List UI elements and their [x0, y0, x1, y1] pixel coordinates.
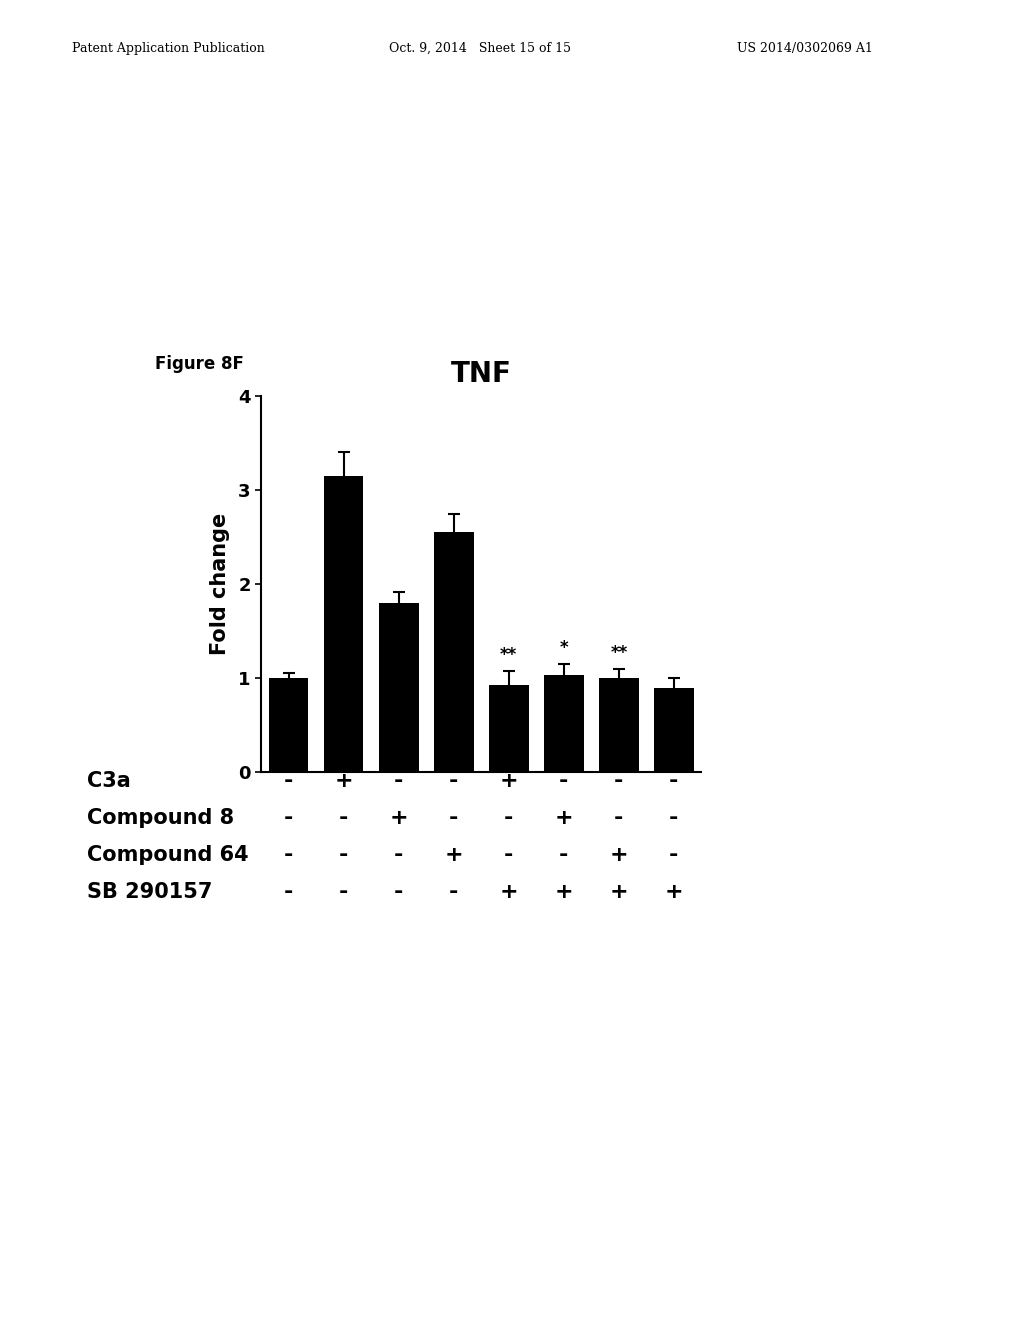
Text: -: -: [614, 808, 624, 829]
Text: -: -: [394, 771, 403, 792]
Text: -: -: [284, 808, 293, 829]
Text: -: -: [284, 845, 293, 866]
Text: -: -: [670, 771, 679, 792]
Text: -: -: [450, 882, 459, 903]
Text: -: -: [284, 882, 293, 903]
Text: Compound 8: Compound 8: [87, 808, 234, 829]
Text: -: -: [670, 845, 679, 866]
Text: -: -: [394, 845, 403, 866]
Text: -: -: [559, 771, 568, 792]
Text: **: **: [610, 644, 628, 663]
Text: +: +: [555, 882, 573, 903]
Text: +: +: [444, 845, 463, 866]
Text: +: +: [609, 845, 628, 866]
Text: *: *: [559, 639, 568, 657]
Text: +: +: [389, 808, 408, 829]
Bar: [654, 688, 693, 772]
Text: -: -: [339, 808, 348, 829]
Text: -: -: [339, 845, 348, 866]
Text: -: -: [339, 882, 348, 903]
Text: -: -: [559, 845, 568, 866]
Bar: [489, 685, 528, 772]
Text: +: +: [665, 882, 683, 903]
Bar: [379, 603, 419, 772]
Text: US 2014/0302069 A1: US 2014/0302069 A1: [737, 42, 873, 55]
Text: -: -: [450, 808, 459, 829]
Text: -: -: [284, 771, 293, 792]
Title: TNF: TNF: [451, 360, 512, 388]
Text: **: **: [500, 645, 517, 664]
Text: +: +: [555, 808, 573, 829]
Text: Oct. 9, 2014   Sheet 15 of 15: Oct. 9, 2014 Sheet 15 of 15: [389, 42, 571, 55]
Text: -: -: [504, 808, 513, 829]
Text: SB 290157: SB 290157: [87, 882, 212, 903]
Text: C3a: C3a: [87, 771, 131, 792]
Y-axis label: Fold change: Fold change: [210, 513, 229, 655]
Bar: [324, 477, 364, 772]
Text: -: -: [614, 771, 624, 792]
Text: -: -: [504, 845, 513, 866]
Text: +: +: [500, 882, 518, 903]
Bar: [544, 676, 584, 772]
Text: Figure 8F: Figure 8F: [155, 355, 244, 374]
Text: +: +: [500, 771, 518, 792]
Text: -: -: [450, 771, 459, 792]
Text: -: -: [394, 882, 403, 903]
Bar: [434, 532, 473, 772]
Bar: [269, 678, 308, 772]
Bar: [599, 678, 639, 772]
Text: Compound 64: Compound 64: [87, 845, 249, 866]
Text: -: -: [670, 808, 679, 829]
Text: Patent Application Publication: Patent Application Publication: [72, 42, 264, 55]
Text: +: +: [609, 882, 628, 903]
Text: +: +: [335, 771, 353, 792]
